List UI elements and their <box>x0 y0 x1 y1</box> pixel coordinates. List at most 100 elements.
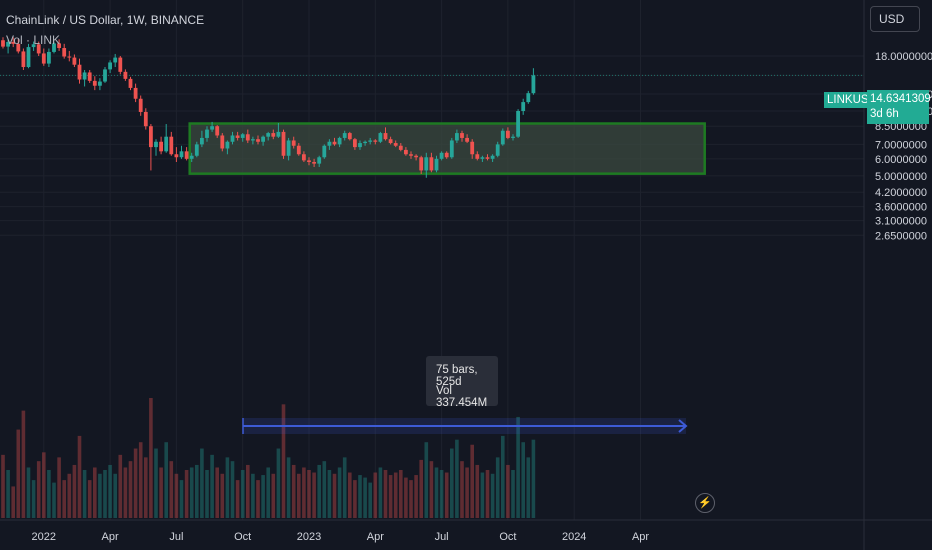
consolidation-box <box>188 122 706 175</box>
volume-bar <box>240 470 245 518</box>
volume-bar <box>399 470 403 518</box>
candle-body <box>159 141 163 152</box>
candle-body <box>72 57 77 65</box>
candle-body <box>261 136 265 142</box>
volume-bar <box>235 480 240 518</box>
volume-bar <box>307 470 311 518</box>
candle-body <box>266 133 271 137</box>
volume-bar <box>184 470 189 518</box>
volume-bar <box>302 467 306 518</box>
candle-body <box>404 149 408 155</box>
candle-body <box>383 133 388 140</box>
volume-bar <box>424 442 429 518</box>
price-grid <box>0 0 864 520</box>
candle-body <box>470 141 475 155</box>
volume-bar <box>200 448 204 518</box>
volume-bar <box>16 429 21 518</box>
candle-body <box>327 141 332 146</box>
volume-bar <box>149 398 153 518</box>
candle-body <box>342 133 347 138</box>
volume-bars <box>1 398 536 518</box>
candle-body <box>256 139 260 142</box>
candle-body <box>291 140 296 146</box>
symbol-title[interactable]: ChainLink / US Dollar, 1W, BINANCE <box>6 13 205 27</box>
candle-body <box>449 140 454 158</box>
candle-body <box>307 160 311 162</box>
volume-bar <box>123 467 128 518</box>
volume-bar <box>327 470 332 518</box>
candle-body <box>398 145 403 150</box>
candle-body <box>1 40 5 47</box>
candle-body <box>118 57 123 72</box>
candle-body <box>6 42 10 47</box>
volume-bar <box>470 444 474 518</box>
volume-bar <box>363 477 367 518</box>
candle-body <box>322 145 327 158</box>
volume-bar <box>11 486 15 518</box>
candle-body <box>240 134 245 138</box>
candle-body <box>11 42 16 44</box>
candle-body <box>235 135 240 138</box>
x-tick-label: Apr <box>632 531 649 543</box>
volume-bar <box>317 464 321 518</box>
y-tick-label: 18.0000000 <box>875 51 932 63</box>
volume-bar <box>215 467 219 518</box>
candle-body <box>480 157 485 159</box>
volume-bar <box>205 470 209 518</box>
volume-bar <box>521 442 525 518</box>
last-price-tag: 14.6341309 3d 6h <box>867 90 931 124</box>
candle-body <box>62 48 67 57</box>
candle-body <box>103 69 107 82</box>
volume-bar <box>256 480 260 518</box>
volume-bar <box>169 461 174 518</box>
volume-bar <box>455 439 459 518</box>
candle-body <box>495 144 500 156</box>
candle-body <box>312 161 316 164</box>
candle-body <box>296 145 301 155</box>
volume-bar <box>322 461 327 518</box>
volume-bar <box>52 482 56 518</box>
candle-body <box>393 143 398 146</box>
candle-body <box>281 131 286 156</box>
measure-tooltip: 75 bars, 525d Vol 337.454M <box>426 356 498 409</box>
volume-bar <box>26 467 31 518</box>
candle-body <box>245 134 250 141</box>
volume-bar <box>490 473 495 518</box>
volume-bar <box>251 473 255 518</box>
candle-body <box>184 151 189 159</box>
volume-bar <box>159 467 163 518</box>
volume-bar <box>36 461 41 518</box>
price-range-box <box>188 122 706 175</box>
currency-button[interactable]: USD <box>870 6 920 32</box>
volume-bar <box>57 457 61 518</box>
candle-body <box>388 139 393 144</box>
volume-bar <box>103 470 107 518</box>
volume-legend[interactable]: Vol · LINK <box>6 33 61 47</box>
volume-bar <box>434 467 439 518</box>
volume-bar <box>342 457 347 518</box>
volume-bar <box>439 470 444 518</box>
volume-bar <box>72 464 77 518</box>
lightning-icon[interactable]: ⚡ <box>695 493 715 513</box>
candle-body <box>516 111 520 137</box>
volume-bar <box>511 470 515 518</box>
volume-bar <box>108 464 112 518</box>
volume-bar <box>281 404 286 518</box>
x-tick-label: 2024 <box>562 531 586 543</box>
volume-bar <box>144 457 148 518</box>
candle-body <box>455 133 459 141</box>
candle-body <box>506 130 510 138</box>
volume-bar <box>1 454 5 518</box>
x-tick-label: Oct <box>499 531 516 543</box>
candlestick-series <box>1 37 536 178</box>
volume-bar <box>383 470 388 518</box>
candle-body <box>82 72 87 80</box>
candle-body <box>419 157 424 171</box>
candle-body <box>373 140 378 142</box>
candle-body <box>276 131 281 137</box>
candle-body <box>317 157 322 164</box>
candle-body <box>149 126 153 148</box>
candle-body <box>511 136 515 138</box>
candle-body <box>67 56 72 58</box>
